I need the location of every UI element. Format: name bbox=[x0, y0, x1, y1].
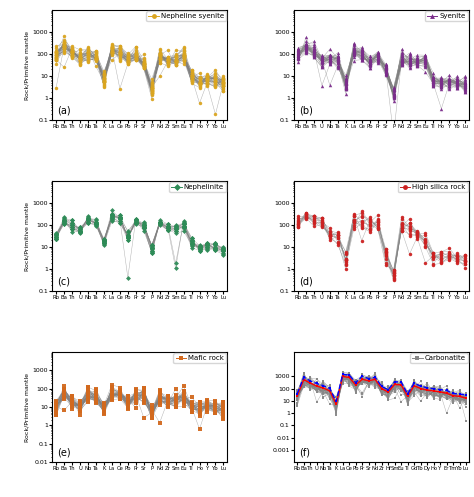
Text: (d): (d) bbox=[299, 277, 313, 287]
Text: (b): (b) bbox=[299, 106, 313, 116]
Legend: High silica rock: High silica rock bbox=[398, 182, 468, 192]
Text: (f): (f) bbox=[299, 448, 310, 458]
Y-axis label: Rock/Primitive mantle: Rock/Primitive mantle bbox=[25, 31, 30, 99]
Legend: Nepheline syenite: Nepheline syenite bbox=[146, 11, 226, 21]
Legend: Syenite: Syenite bbox=[425, 11, 468, 21]
Legend: Nephelinite: Nephelinite bbox=[169, 182, 226, 192]
Legend: Mafic rock: Mafic rock bbox=[173, 353, 226, 363]
Text: (a): (a) bbox=[57, 106, 71, 116]
Y-axis label: Rock/Primitive mantle: Rock/Primitive mantle bbox=[25, 202, 30, 270]
Text: (e): (e) bbox=[57, 448, 71, 458]
Text: (c): (c) bbox=[57, 277, 71, 287]
Legend: Carbonatite: Carbonatite bbox=[410, 353, 468, 363]
Y-axis label: Rock/Primitive mantle: Rock/Primitive mantle bbox=[25, 373, 30, 441]
